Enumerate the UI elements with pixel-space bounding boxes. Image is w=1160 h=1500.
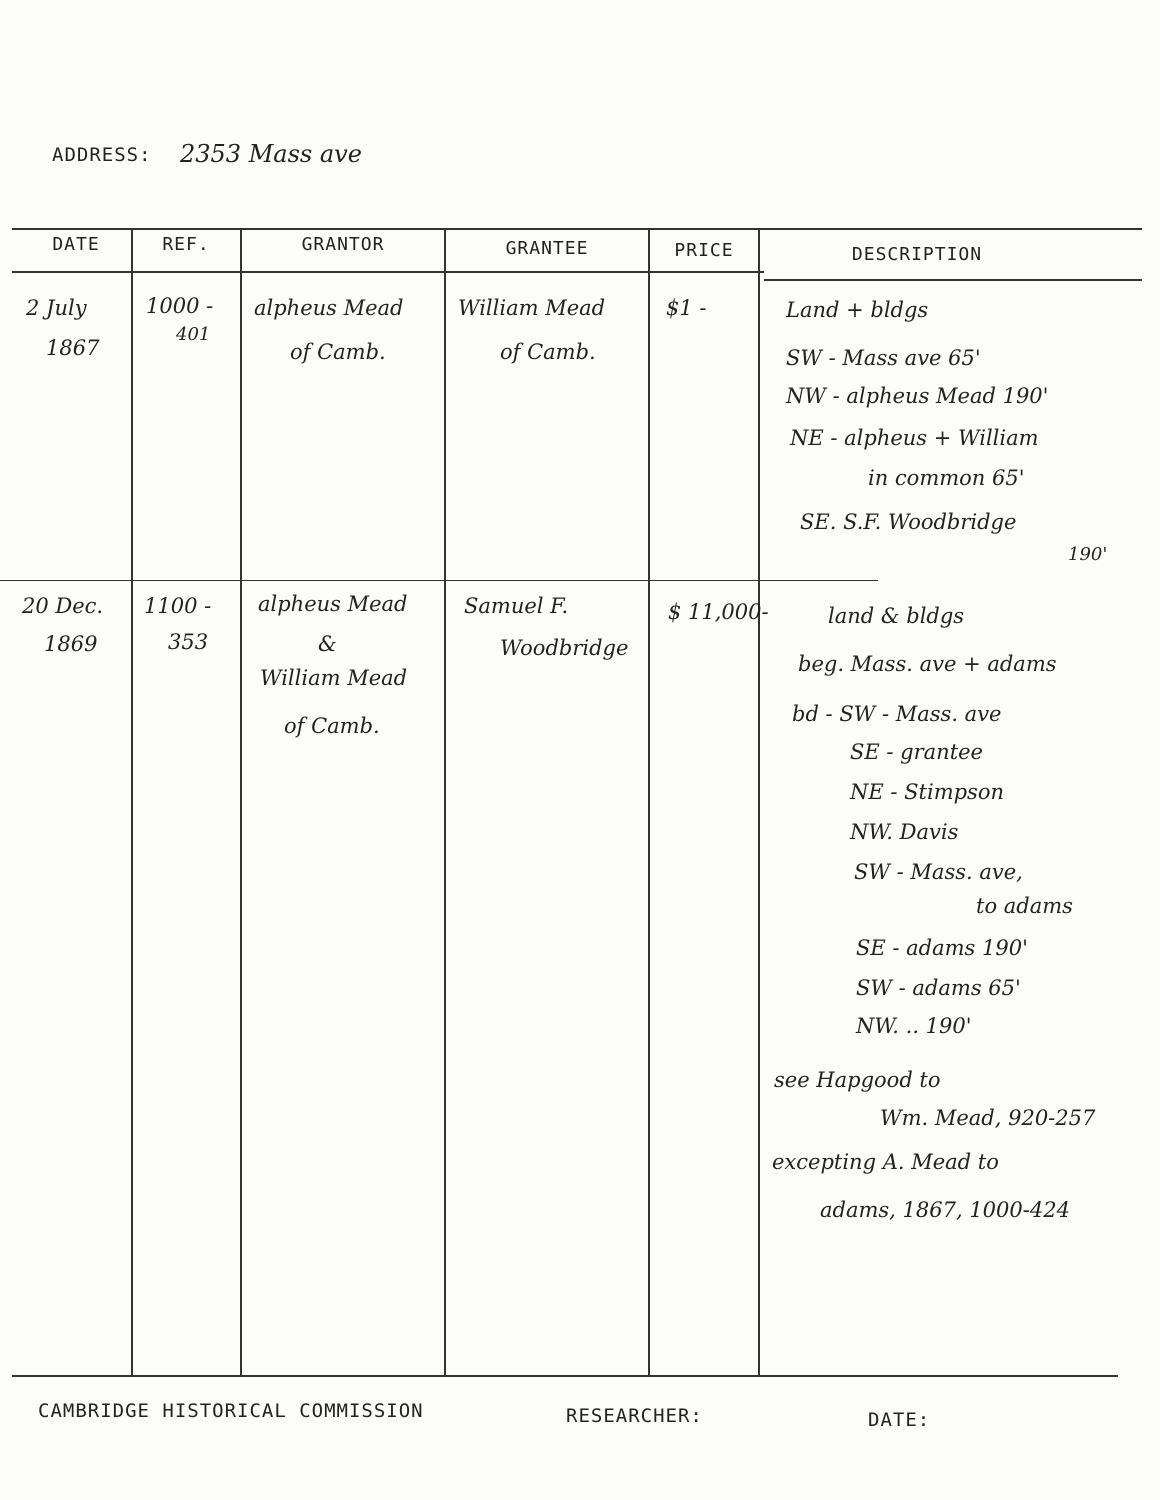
- table-top-rule: [12, 228, 1142, 230]
- description-line: SE. S.F. Woodbridge: [800, 510, 1017, 534]
- entry-grantee: Samuel F.: [464, 594, 569, 618]
- table-bottom-rule: [12, 1375, 1118, 1377]
- description-line: SW - Mass. ave,: [854, 860, 1023, 884]
- description-line: see Hapgood to: [774, 1068, 941, 1092]
- description-line: SE - grantee: [850, 740, 983, 764]
- entry-ref: 401: [176, 324, 211, 345]
- entry-ref: 353: [168, 630, 209, 654]
- header-date: DATE: [52, 234, 100, 255]
- entry-date: 2 July: [26, 296, 87, 320]
- header-grantor: GRANTOR: [301, 234, 385, 255]
- description-line: NW - alpheus Mead 190': [786, 384, 1049, 408]
- description-line: SE - adams 190': [856, 936, 1028, 960]
- address-value: 2353 Mass ave: [180, 140, 362, 168]
- entry-price: $1 -: [666, 296, 707, 320]
- description-line: NE - Stimpson: [850, 780, 1004, 804]
- header-ref: REF.: [162, 234, 210, 255]
- address-label: ADDRESS:: [52, 144, 152, 166]
- description-line: NW. .. 190': [856, 1014, 972, 1038]
- description-line: land & bldgs: [828, 604, 965, 628]
- description-line: NW. Davis: [850, 820, 959, 844]
- entry-grantee: Woodbridge: [500, 636, 629, 660]
- column-divider: [240, 228, 242, 1376]
- entry-ref: 1000 -: [146, 294, 214, 318]
- entry-date: 20 Dec.: [22, 594, 104, 618]
- header-bottom-rule: [12, 271, 764, 273]
- header-bottom-rule-desc: [764, 279, 1142, 281]
- entry-grantor: alpheus Mead: [254, 296, 404, 320]
- entry-grantee: William Mead: [458, 296, 606, 320]
- header-grantee: GRANTEE: [505, 238, 589, 259]
- entry-grantor: alpheus Mead: [258, 592, 408, 616]
- footer-researcher-label: RESEARCHER:: [566, 1405, 703, 1427]
- footer-date-label: DATE:: [868, 1409, 931, 1431]
- footer-organization: CAMBRIDGE HISTORICAL COMMISSION: [38, 1400, 424, 1422]
- description-line: to adams: [976, 894, 1073, 918]
- entry-grantor: of Camb.: [290, 340, 386, 364]
- header-price: PRICE: [674, 240, 734, 261]
- entry-price: $ 11,000-: [668, 600, 769, 624]
- entry-grantor: &: [318, 632, 337, 656]
- column-divider: [444, 228, 446, 1376]
- entry-grantor: of Camb.: [284, 714, 380, 738]
- description-line: in common 65': [868, 466, 1025, 490]
- column-divider: [131, 228, 133, 1376]
- entry-date: 1869: [44, 632, 98, 656]
- entry-grantee: of Camb.: [500, 340, 596, 364]
- entry-ref: 1100 -: [144, 594, 212, 618]
- description-line: bd - SW - Mass. ave: [792, 702, 1002, 726]
- description-line: Land + bldgs: [786, 298, 929, 322]
- description-line: beg. Mass. ave + adams: [798, 652, 1057, 676]
- description-line: Wm. Mead, 920-257: [880, 1106, 1096, 1130]
- column-divider: [758, 228, 760, 1376]
- description-line: excepting A. Mead to: [772, 1150, 999, 1174]
- description-line: adams, 1867, 1000-424: [820, 1198, 1070, 1222]
- description-line: NE - alpheus + William: [790, 426, 1039, 450]
- entry-divider: [0, 580, 878, 581]
- header-description: DESCRIPTION: [851, 244, 983, 265]
- entry-grantor: William Mead: [260, 666, 408, 690]
- description-line: SW - Mass ave 65': [786, 346, 981, 370]
- description-line: 190': [1068, 544, 1108, 565]
- description-line: SW - adams 65': [856, 976, 1021, 1000]
- column-divider: [648, 228, 650, 1376]
- entry-date: 1867: [46, 336, 100, 360]
